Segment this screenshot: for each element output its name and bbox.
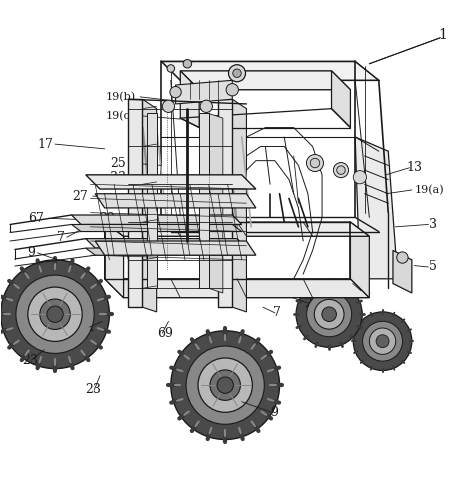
- Circle shape: [228, 65, 246, 82]
- Polygon shape: [95, 194, 256, 208]
- Circle shape: [322, 307, 337, 321]
- Text: 19(c): 19(c): [106, 110, 136, 121]
- Polygon shape: [128, 99, 143, 307]
- Polygon shape: [86, 248, 246, 255]
- Circle shape: [47, 306, 63, 322]
- Text: 7: 7: [273, 307, 281, 320]
- Text: 3: 3: [429, 218, 437, 231]
- Text: 29: 29: [99, 212, 115, 225]
- Circle shape: [369, 328, 396, 354]
- Circle shape: [353, 171, 366, 184]
- Polygon shape: [180, 71, 350, 90]
- Polygon shape: [175, 80, 232, 104]
- Circle shape: [307, 292, 352, 337]
- Circle shape: [333, 162, 348, 178]
- Text: 31: 31: [356, 284, 372, 297]
- Polygon shape: [161, 61, 379, 80]
- Text: 27: 27: [73, 189, 88, 202]
- Text: 13: 13: [406, 161, 422, 174]
- Polygon shape: [95, 241, 256, 255]
- Circle shape: [307, 155, 323, 172]
- Circle shape: [183, 59, 191, 68]
- Text: 15: 15: [229, 71, 245, 84]
- Text: 7: 7: [57, 231, 65, 244]
- Circle shape: [310, 158, 319, 168]
- Circle shape: [40, 299, 70, 330]
- Circle shape: [296, 281, 362, 348]
- Circle shape: [217, 377, 233, 393]
- Text: 19(b): 19(b): [105, 92, 136, 102]
- Polygon shape: [218, 99, 232, 307]
- Circle shape: [353, 312, 412, 371]
- Text: 33: 33: [110, 171, 126, 184]
- Polygon shape: [86, 239, 246, 248]
- Text: 9: 9: [270, 405, 278, 418]
- Circle shape: [186, 346, 264, 424]
- Circle shape: [198, 358, 252, 412]
- Text: 9: 9: [27, 246, 36, 259]
- Text: 1: 1: [438, 28, 447, 42]
- Text: 5: 5: [429, 260, 437, 273]
- Text: 23: 23: [22, 354, 38, 367]
- Circle shape: [210, 370, 240, 401]
- Circle shape: [16, 275, 94, 353]
- Circle shape: [376, 335, 389, 348]
- Circle shape: [171, 331, 280, 440]
- Polygon shape: [331, 71, 350, 128]
- Circle shape: [167, 65, 174, 72]
- Text: 17: 17: [37, 138, 54, 150]
- Text: 25: 25: [110, 157, 126, 170]
- Circle shape: [233, 69, 241, 78]
- Polygon shape: [72, 215, 242, 225]
- Polygon shape: [147, 113, 156, 288]
- Circle shape: [397, 252, 408, 263]
- Polygon shape: [105, 279, 369, 298]
- Circle shape: [28, 287, 82, 341]
- Polygon shape: [355, 137, 398, 279]
- Polygon shape: [232, 99, 246, 312]
- Polygon shape: [86, 175, 256, 189]
- Circle shape: [162, 100, 174, 112]
- Text: 19(a): 19(a): [414, 185, 444, 195]
- Polygon shape: [199, 113, 209, 288]
- Text: 23: 23: [85, 383, 101, 396]
- Circle shape: [226, 83, 238, 96]
- Circle shape: [314, 299, 344, 329]
- Text: 71: 71: [80, 321, 96, 334]
- Polygon shape: [72, 225, 242, 231]
- Text: 69: 69: [157, 327, 173, 340]
- Circle shape: [200, 100, 212, 112]
- Text: 21: 21: [304, 297, 319, 310]
- Polygon shape: [180, 71, 199, 128]
- Polygon shape: [105, 222, 369, 236]
- Polygon shape: [105, 222, 124, 298]
- Text: 67: 67: [28, 212, 44, 225]
- Polygon shape: [393, 251, 412, 293]
- Polygon shape: [209, 113, 223, 293]
- Circle shape: [0, 260, 109, 369]
- Polygon shape: [350, 222, 369, 298]
- Circle shape: [337, 166, 345, 174]
- Polygon shape: [143, 99, 156, 312]
- Circle shape: [363, 321, 402, 361]
- Circle shape: [170, 86, 181, 98]
